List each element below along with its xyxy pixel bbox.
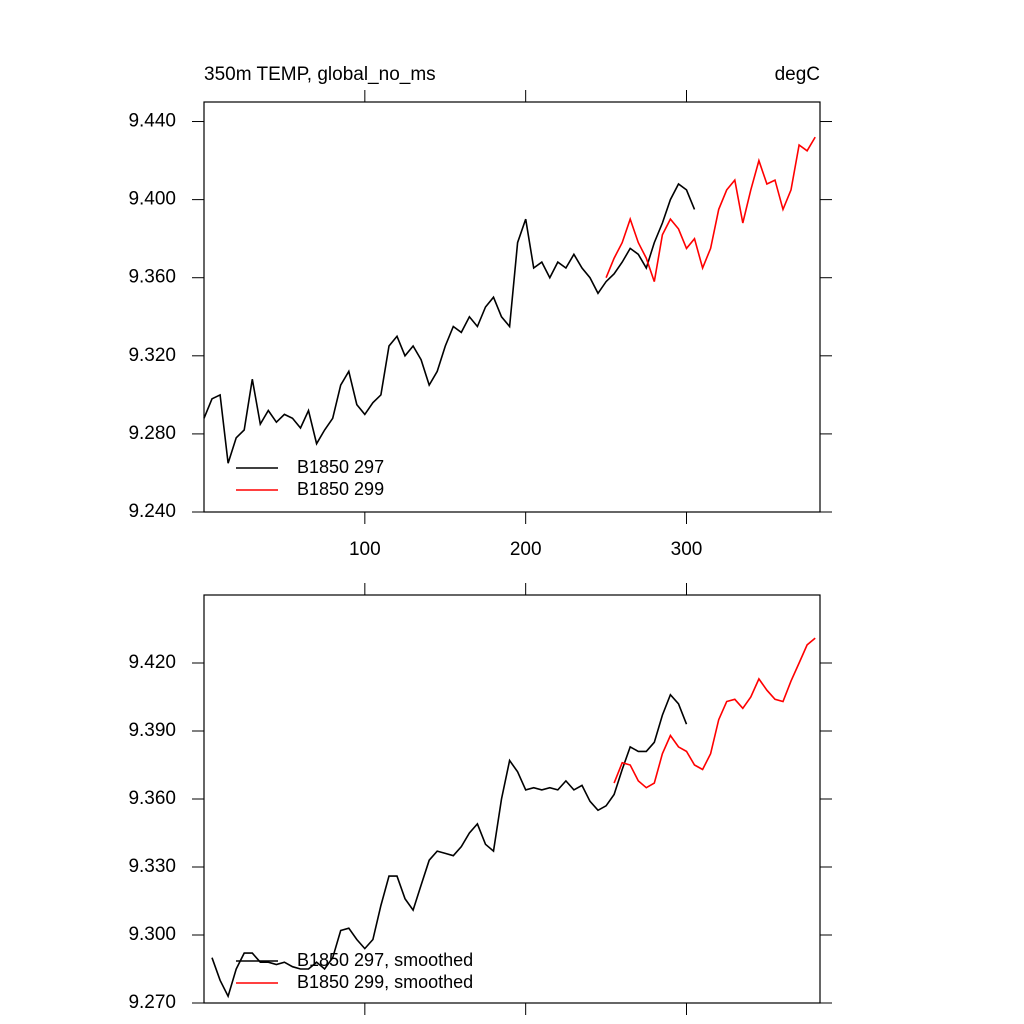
y-tick-label: 9.360 (128, 267, 176, 288)
y-tick-label: 9.270 (128, 992, 176, 1013)
y-tick-label: 9.320 (128, 345, 176, 366)
y-tick-label: 9.390 (128, 720, 176, 741)
y-tick-label: 9.280 (128, 423, 176, 444)
plot-frame (203, 101, 821, 513)
data-line (605, 136, 816, 282)
data-line (203, 182, 696, 464)
units-label: degC (775, 64, 820, 85)
data-line (211, 693, 688, 999)
legend-label: B1850 299 (297, 479, 384, 499)
x-tick-label: 100 (349, 539, 381, 560)
legend-label: B1850 299, smoothed (297, 972, 473, 992)
legend-label: B1850 297, smoothed (297, 950, 473, 970)
y-tick-label: 9.440 (128, 111, 176, 132)
x-tick-label: 200 (510, 539, 542, 560)
y-tick-label: 9.420 (128, 652, 176, 673)
y-tick-label: 9.360 (128, 788, 176, 809)
x-tick-label: 300 (671, 539, 703, 560)
data-line (613, 637, 816, 789)
y-tick-label: 9.300 (128, 924, 176, 945)
y-tick-label: 9.400 (128, 189, 176, 210)
y-tick-label: 9.330 (128, 856, 176, 877)
chart-title: 350m TEMP, global_no_ms (204, 64, 436, 85)
y-tick-label: 9.240 (128, 501, 176, 522)
plot-frame (203, 594, 821, 1004)
legend-label: B1850 297 (297, 457, 384, 477)
